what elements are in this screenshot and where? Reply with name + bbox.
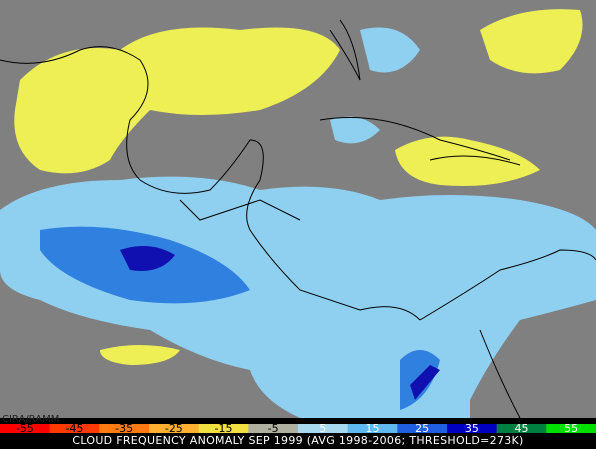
colorbar-segment [0, 424, 51, 433]
colorbar: -55 -45 -35 -25 -15 -5 5 15 25 35 45 55 [0, 422, 596, 435]
colorbar-segment [99, 424, 150, 433]
colorbar-segment [397, 424, 448, 433]
colorbar-segment [347, 424, 398, 433]
colorbar-label: 55 [564, 422, 578, 435]
map-title: CLOUD FREQUENCY ANOMALY SEP 1999 (AVG 19… [72, 434, 523, 447]
colorbar-label: 35 [465, 422, 479, 435]
colorbar-label: 5 [319, 422, 326, 435]
credit: CIRA/RAMM [2, 414, 59, 425]
positive-anomaly [14, 9, 583, 365]
colorbar-segment [49, 424, 100, 433]
colorbar-label: -35 [115, 422, 133, 435]
colorbar-segment [248, 424, 299, 433]
colorbar-segment [298, 424, 349, 433]
colorbar-segment [149, 424, 200, 433]
colorbar-label: 45 [515, 422, 529, 435]
peak-anomaly [120, 246, 440, 400]
coastlines [0, 19, 596, 419]
colorbar-label: -5 [268, 422, 279, 435]
colorbar-label: -15 [215, 422, 233, 435]
colorbar-label: -45 [66, 422, 84, 435]
colorbar-segment [496, 424, 547, 433]
colorbar-label: -55 [16, 422, 34, 435]
colorbar-label: 25 [415, 422, 429, 435]
colorbar-segment [198, 424, 249, 433]
colorbar-segment [447, 424, 498, 433]
colorbar-segment [546, 424, 596, 433]
colorbar-label: -25 [165, 422, 183, 435]
colorbar-label: 15 [366, 422, 380, 435]
